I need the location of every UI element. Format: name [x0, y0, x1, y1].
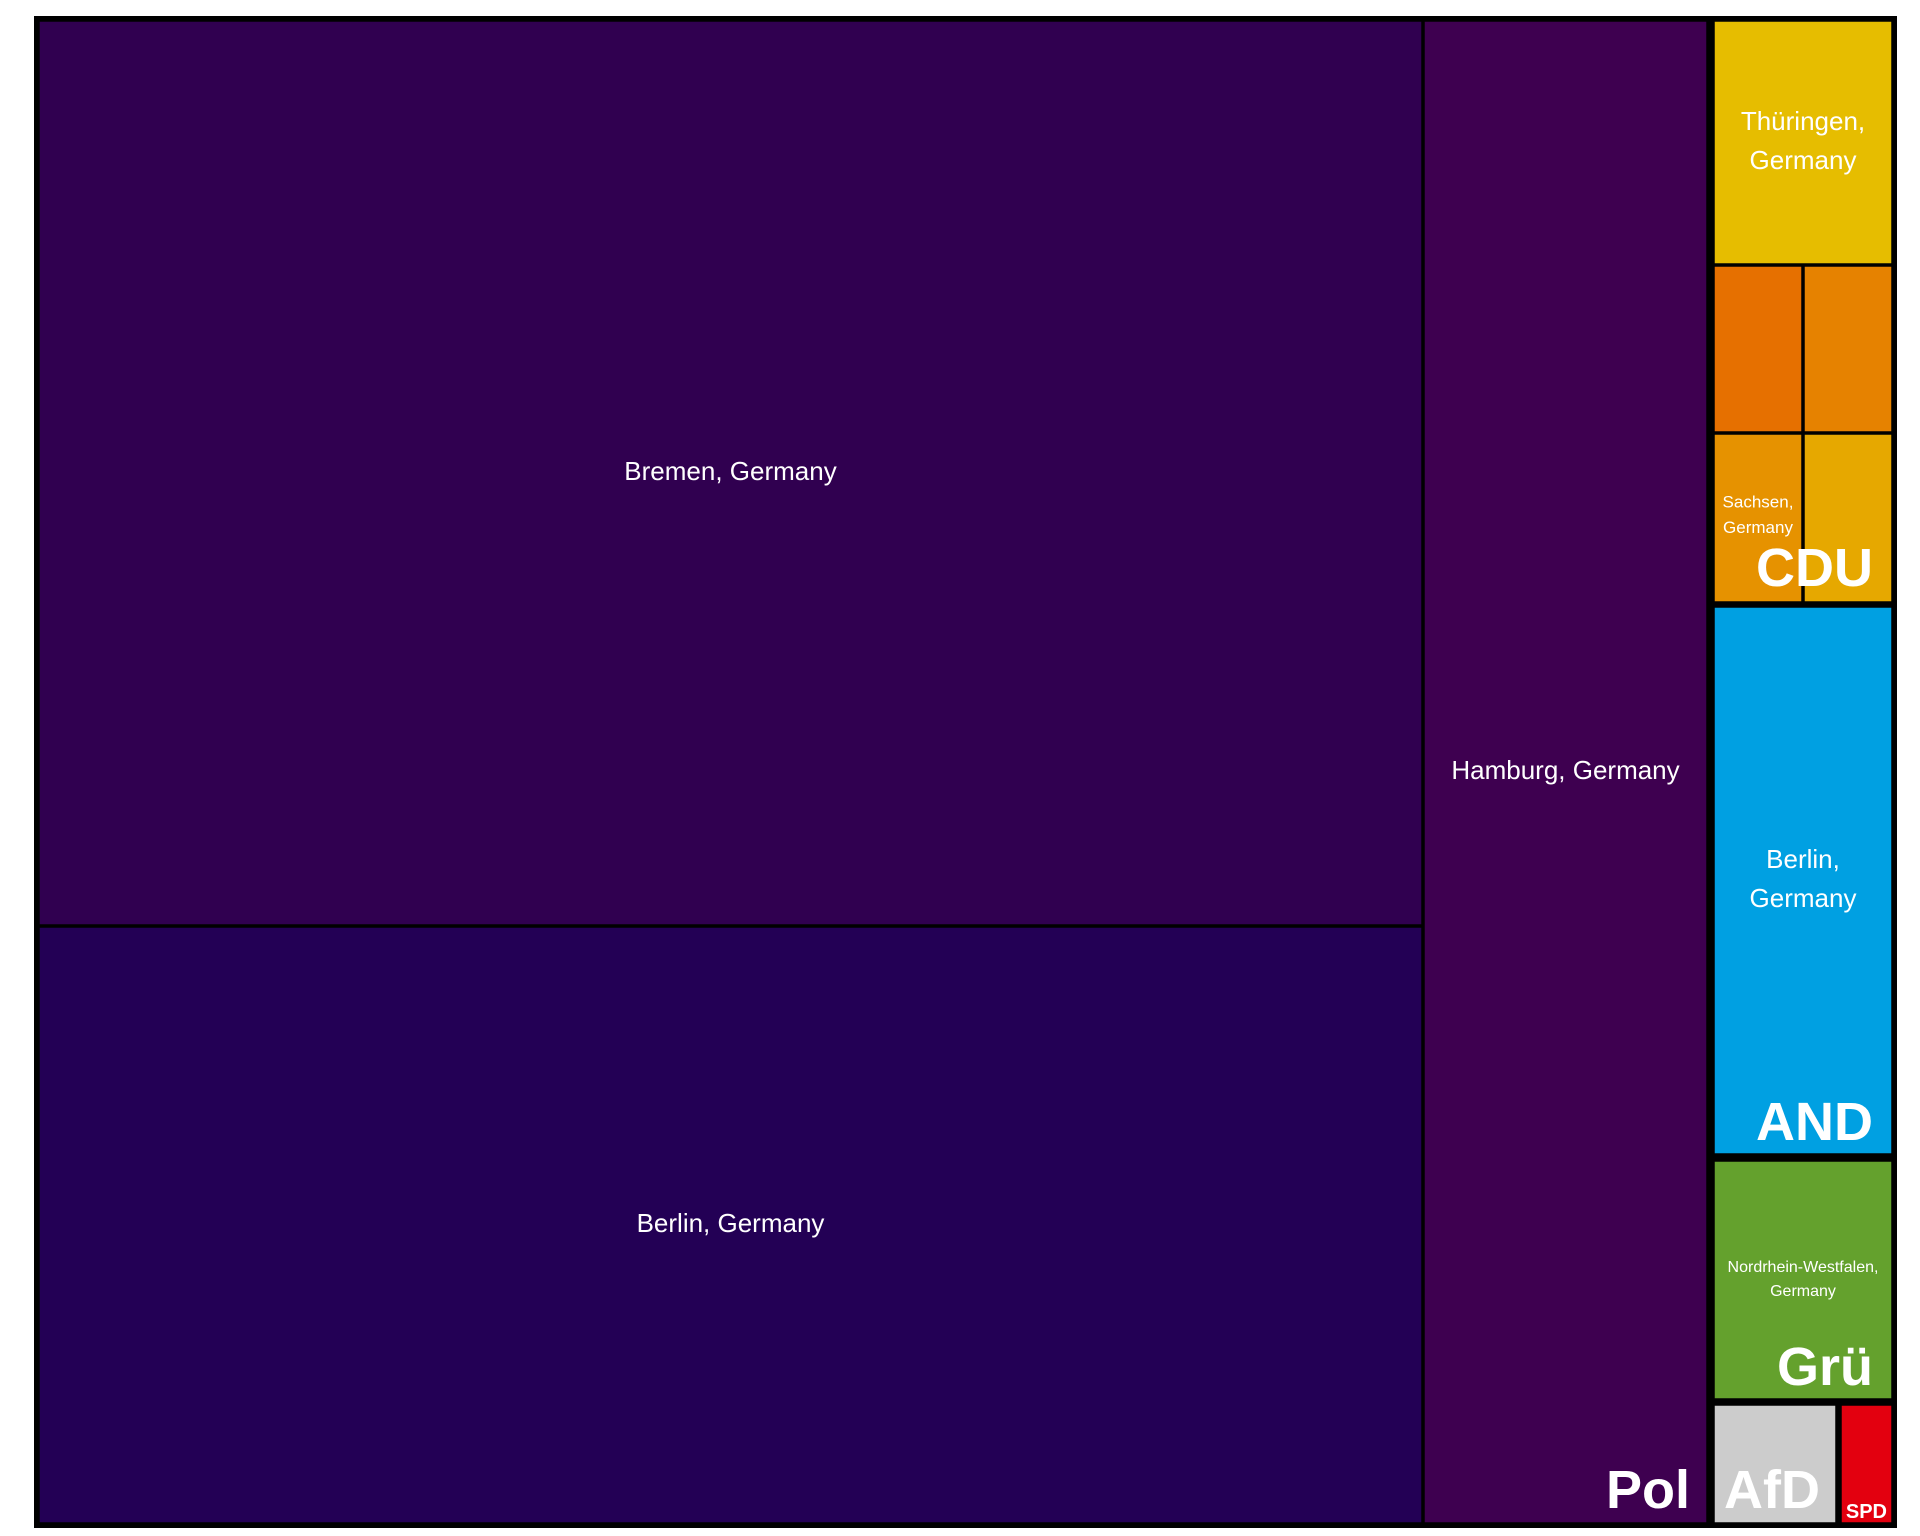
group-afd [1713, 1404, 1837, 1524]
group-label-gru: Grü [1777, 1337, 1873, 1397]
tile-label-cdu-3: Sachsen, Germany [1723, 493, 1794, 538]
tile-label-line: Berlin, Germany [637, 1208, 825, 1238]
group-cdu: Thüringen, Germany Sachsen, Germany [1713, 20, 1893, 603]
tile-gru-0[interactable] [1713, 1160, 1893, 1400]
group-spd [1840, 1404, 1893, 1524]
group-and: Berlin, Germany [1713, 606, 1893, 1155]
group-label-cdu: CDU [1756, 538, 1873, 598]
tile-and-0[interactable] [1713, 606, 1893, 1155]
tile-pol-2[interactable] [1423, 20, 1708, 1524]
tile-label-line: Thüringen, [1741, 106, 1865, 136]
group-label-and: AND [1756, 1092, 1873, 1152]
tile-cdu-4[interactable] [1803, 433, 1893, 603]
tile-label-line: Germany [1750, 883, 1857, 913]
group-gru: Nordrhein-Westfalen, Germany [1713, 1160, 1893, 1400]
group-pol: Bremen, Germany Berlin, Germany Hamburg, G… [38, 20, 1708, 1524]
tile-label-line: Germany [1770, 1283, 1836, 1300]
tile-label-line: Hamburg, Germany [1451, 755, 1679, 785]
tile-cdu-0[interactable] [1713, 20, 1893, 265]
tile-afd-0[interactable] [1713, 1404, 1837, 1524]
tile-label-and-0: Berlin, Germany [1750, 844, 1857, 913]
tile-label-pol-2: Hamburg, Germany [1451, 755, 1679, 785]
tile-label-pol-1: Berlin, Germany [637, 1208, 825, 1238]
tile-spd-0[interactable] [1840, 1404, 1893, 1524]
tile-label-line: Berlin, [1766, 844, 1840, 874]
tile-label-pol-0: Bremen, Germany [624, 456, 836, 486]
group-label-spd: SPD [1846, 1501, 1887, 1523]
tile-cdu-1[interactable] [1713, 265, 1803, 433]
group-label-pol: Pol [1606, 1460, 1690, 1520]
tile-cdu-3[interactable] [1713, 433, 1803, 603]
tile-label-line: Germany [1723, 518, 1793, 537]
tile-label-line: Sachsen, [1723, 493, 1794, 512]
tile-pol-1[interactable] [38, 926, 1423, 1524]
tile-label-gru-0: Nordrhein-Westfalen, Germany [1728, 1259, 1879, 1300]
tile-label-line: Nordrhein-Westfalen, [1728, 1259, 1879, 1276]
group-label-afd: AfD [1724, 1460, 1820, 1520]
tile-cdu-2[interactable] [1803, 265, 1893, 433]
tile-label-line: Bremen, Germany [624, 456, 836, 486]
tile-label-cdu-0: Thüringen, Germany [1741, 106, 1865, 175]
tile-label-line: Germany [1750, 145, 1857, 175]
tile-pol-0[interactable] [38, 20, 1423, 926]
